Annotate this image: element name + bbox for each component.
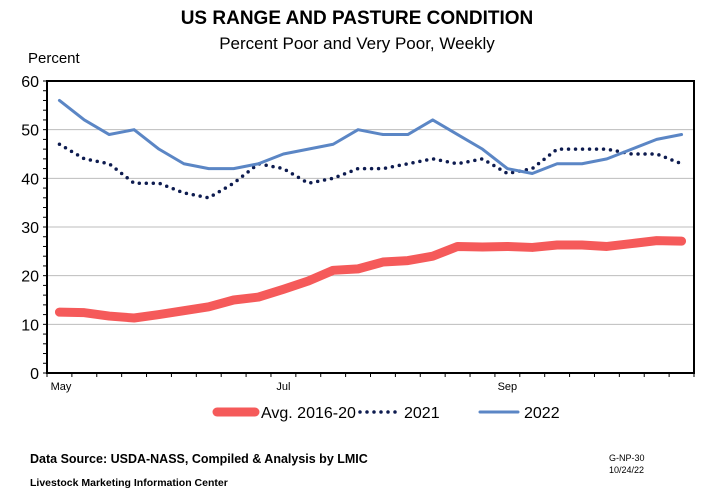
x-tick-label: Sep [498, 381, 518, 393]
legend-label: Avg. 2016-20 [261, 405, 356, 422]
y-tick-label: 30 [21, 220, 39, 237]
chart-title: US RANGE AND PASTURE CONDITION [180, 8, 534, 29]
data-source: Data Source: USDA-NASS, Compiled & Analy… [30, 452, 368, 466]
chart-date: 10/24/22 [609, 465, 645, 475]
series-line-2022 [57, 98, 684, 175]
chart-subtitle: Percent Poor and Very Poor, Weekly [219, 34, 495, 53]
y-tick-label: 50 [21, 123, 39, 140]
y-axis-label: Percent [28, 50, 80, 67]
series-line-2021 [57, 142, 684, 200]
x-tick-label: May [51, 381, 72, 393]
plot-border [46, 80, 695, 374]
chart-id: G-NP-30 [609, 453, 645, 463]
y-tick-label: 60 [21, 74, 39, 91]
y-tick-label: 0 [30, 366, 39, 383]
organization: Livestock Marketing Information Center [30, 477, 228, 489]
legend-label: 2021 [404, 405, 440, 422]
series-line-avg-2016-20 [54, 236, 687, 323]
y-tick-label: 40 [21, 171, 39, 188]
legend-label: 2022 [524, 405, 560, 422]
chart-code: G-NP-30 10/24/22 [609, 452, 645, 476]
x-tick-label: Jul [276, 381, 290, 393]
y-tick-label: 20 [21, 269, 39, 286]
y-tick-label: 10 [21, 317, 39, 334]
